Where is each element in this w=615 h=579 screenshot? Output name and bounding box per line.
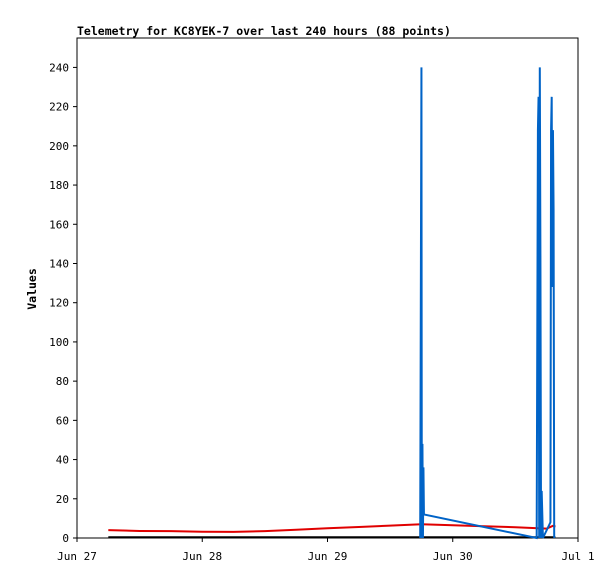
x-tick-label: Jun 30 <box>433 550 473 563</box>
y-tick-label: 240 <box>49 61 69 74</box>
y-tick-label: 180 <box>49 179 69 192</box>
y-tick-label: 200 <box>49 140 69 153</box>
series-layer <box>108 67 556 540</box>
y-tick-label: 220 <box>49 101 69 114</box>
y-tick-label: 120 <box>49 297 69 310</box>
x-tick-label: Jun 28 <box>182 550 222 563</box>
x-tick-label: Jun 27 <box>57 550 97 563</box>
plot-frame <box>76 37 579 539</box>
y-axis-ticks: 0 20 40 60 80 100 120 140 160 180 200 220 240 <box>49 61 77 545</box>
y-tick-label: 80 <box>56 375 69 388</box>
x-axis-ticks: Jun 27 Jun 28 Jun 29 Jun 30 Jul 1 <box>57 538 595 563</box>
y-tick-label: 60 <box>56 414 69 427</box>
y-tick-label: 140 <box>49 257 69 270</box>
series-line-1 <box>108 523 556 533</box>
y-tick-label: 160 <box>49 218 69 231</box>
y-axis-label: Values <box>25 268 39 310</box>
y-tick-label: 40 <box>56 454 69 467</box>
y-tick-label: 100 <box>49 336 69 349</box>
series-line-0 <box>419 67 556 540</box>
x-tick-label: Jun 29 <box>308 550 348 563</box>
x-tick-label: Jul 1 <box>561 550 594 563</box>
chart-title: Telemetry for KC8YEK-7 over last 240 hou… <box>77 24 451 38</box>
y-tick-label: 0 <box>62 532 69 545</box>
y-tick-label: 20 <box>56 493 69 506</box>
